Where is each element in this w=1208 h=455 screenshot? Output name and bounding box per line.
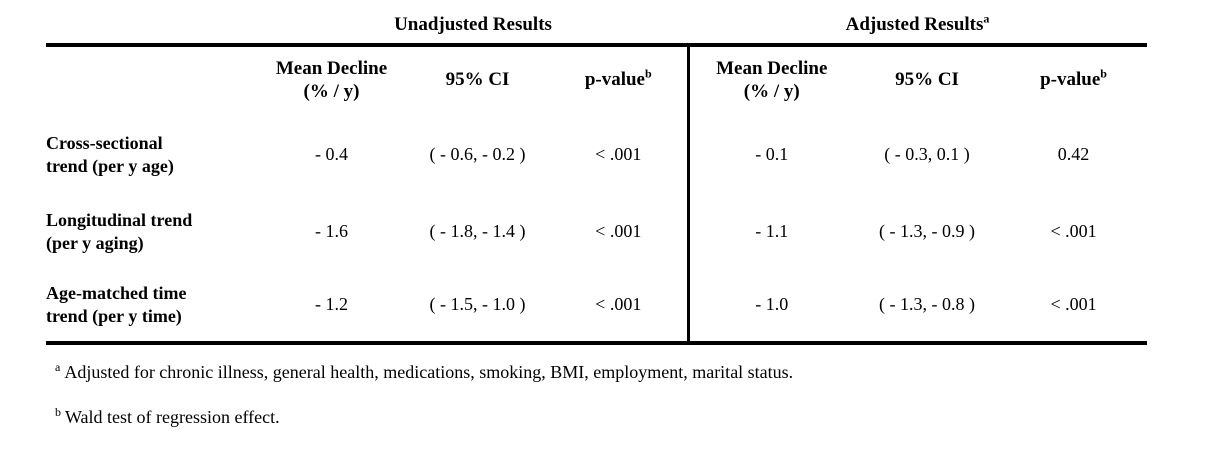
footnote-a: a Adjusted for chronic illness, general h… — [55, 360, 1208, 383]
adjusted-mean-decline: - 1.0 — [688, 268, 855, 345]
footnotes: a Adjusted for chronic illness, general h… — [55, 360, 1208, 428]
unadjusted-ci: ( - 0.6, - 0.2 ) — [429, 144, 526, 164]
col-header-adjusted-ci: 95% CI — [895, 69, 959, 91]
col-header-unadjusted-ci: 95% CI — [445, 69, 510, 91]
adjusted-ci: ( - 1.3, - 0.9 ) — [879, 221, 975, 241]
adjusted-mean-decline: - 1.1 — [755, 221, 789, 241]
adjusted-pvalue: 0.42 — [1057, 144, 1090, 164]
footnote-b-marker: b — [55, 405, 61, 419]
rowlabel-spacer — [46, 45, 258, 114]
unadjusted-ci: ( - 1.8, - 1.4 ) — [429, 221, 526, 241]
adjusted-mean-decline: - 0.1 — [755, 144, 789, 164]
adjusted-ci: ( - 0.3, 0.1 ) — [884, 144, 970, 164]
footnote-a-text: Adjusted for chronic illness, general he… — [64, 362, 794, 382]
col-header-adjusted-pvalue: p-valueb — [1040, 66, 1107, 91]
footnote-b: b Wald test of regression effect. — [55, 405, 1208, 428]
column-header-row: Mean Decline (% / y) 95% CI p-valueb Mean… — [46, 45, 1147, 114]
unadjusted-mean-decline: - 1.2 — [258, 268, 405, 345]
unadjusted-pvalue: < .001 — [550, 114, 690, 195]
group-header-adjusted-sup: a — [983, 11, 990, 26]
group-header-adjusted-label: Adjusted Results — [845, 13, 984, 35]
col-header-unadjusted-mean-decline: Mean Decline (% / y) — [275, 58, 388, 102]
group-header-row: Unadjusted Results Adjusted Resultsa — [46, 6, 1148, 47]
footnote-b-text: Wald test of regression effect. — [65, 407, 280, 427]
table-row-age-matched: Age-matched time trend (per y time) - 1.2… — [46, 268, 1148, 345]
results-table: Unadjusted Results Adjusted Resultsa Mea… — [46, 6, 1148, 345]
unadjusted-mean-decline: - 1.6 — [315, 221, 348, 241]
table-row-cross-sectional: Cross-sectional trend (per y age) - 0.4 (… — [46, 114, 1147, 195]
row-label: Longitudinal trend (per y aging) — [46, 210, 193, 253]
group-header-unadjusted-label: Unadjusted Results — [394, 13, 552, 35]
unadjusted-pvalue: < .001 — [550, 268, 690, 345]
row-label: Cross-sectional trend (per y age) — [46, 133, 174, 176]
adjusted-ci: ( - 1.3, - 0.8 ) — [854, 268, 1001, 345]
row-label: Age-matched time trend (per y time) — [46, 268, 258, 345]
unadjusted-pvalue: < .001 — [550, 195, 690, 268]
group-header-unadjusted: Unadjusted Results — [258, 6, 689, 47]
unadjusted-ci: ( - 1.5, - 1.0 ) — [405, 268, 550, 345]
footnote-a-marker: a — [55, 360, 61, 374]
col-header-adjusted-mean-decline: Mean Decline (% / y) — [716, 58, 828, 102]
table-row-longitudinal: Longitudinal trend (per y aging) - 1.6 ( … — [46, 195, 1147, 268]
paper-table-page: Unadjusted Results Adjusted Resultsa Mea… — [0, 6, 1208, 455]
group-header-adjusted: Adjusted Resultsa — [688, 6, 1148, 47]
col-header-unadjusted-pvalue: p-valueb — [550, 45, 690, 114]
unadjusted-mean-decline: - 0.4 — [315, 144, 348, 164]
adjusted-pvalue: < .001 — [1050, 221, 1097, 241]
adjusted-pvalue: < .001 — [1000, 268, 1148, 345]
corner-spacer — [46, 6, 258, 47]
